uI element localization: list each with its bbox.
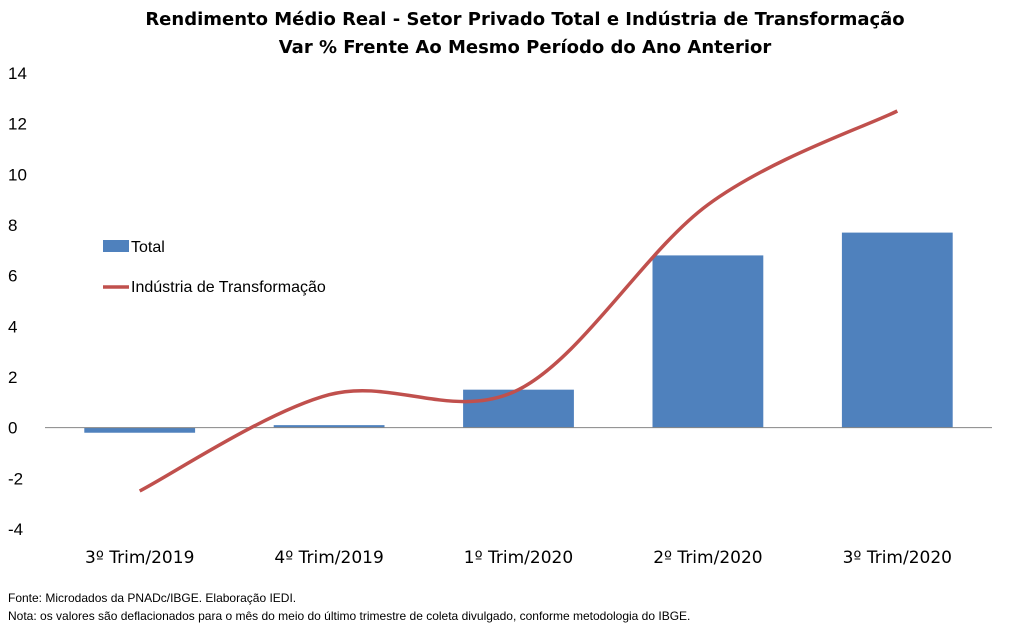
chart-subtitle: Var % Frente Ao Mesmo Período do Ano Ant… (279, 37, 772, 58)
bar (463, 389, 574, 428)
y-tick-label: -2 (8, 469, 23, 488)
bar (841, 232, 953, 428)
bar (273, 425, 385, 428)
bar (84, 427, 196, 433)
y-axis: -4 -2 0 2 4 6 8 10 12 14 (8, 64, 27, 539)
y-tick-label: 14 (8, 64, 27, 83)
y-tick-label: 2 (8, 368, 17, 387)
legend-label-total: Total (131, 239, 165, 256)
legend-swatch-total (103, 240, 129, 252)
x-tick-label: 2º Trim/2020 (653, 548, 762, 568)
bar-series-total (84, 232, 953, 433)
x-axis: 3º Trim/2019 4º Trim/2019 1º Trim/2020 2º T… (85, 548, 952, 568)
y-tick-label: 8 (8, 216, 17, 235)
line-series-industria (138, 109, 899, 493)
y-tick-label: -4 (8, 520, 23, 539)
chart-title: Rendimento Médio Real - Setor Privado To… (145, 9, 904, 30)
x-tick-label: 3º Trim/2019 (85, 548, 194, 568)
y-tick-label: 12 (8, 115, 27, 134)
source-note: Fonte: Microdados da PNADc/IBGE. Elabora… (8, 591, 297, 605)
x-tick-label: 1º Trim/2020 (464, 548, 573, 568)
y-tick-label: 0 (8, 419, 17, 438)
bar (652, 255, 764, 428)
legend-label-industria: Indústria de Transformação (131, 279, 326, 296)
y-tick-label: 4 (8, 317, 17, 336)
methodology-note: Nota: os valores são deflacionados para … (8, 609, 691, 623)
y-tick-label: 6 (8, 267, 17, 286)
legend: Total Indústria de Transformação (103, 239, 326, 296)
chart: Rendimento Médio Real - Setor Privado To… (8, 9, 992, 568)
x-tick-label: 3º Trim/2020 (843, 548, 952, 568)
x-tick-label: 4º Trim/2019 (274, 548, 383, 568)
y-tick-label: 10 (8, 165, 27, 184)
